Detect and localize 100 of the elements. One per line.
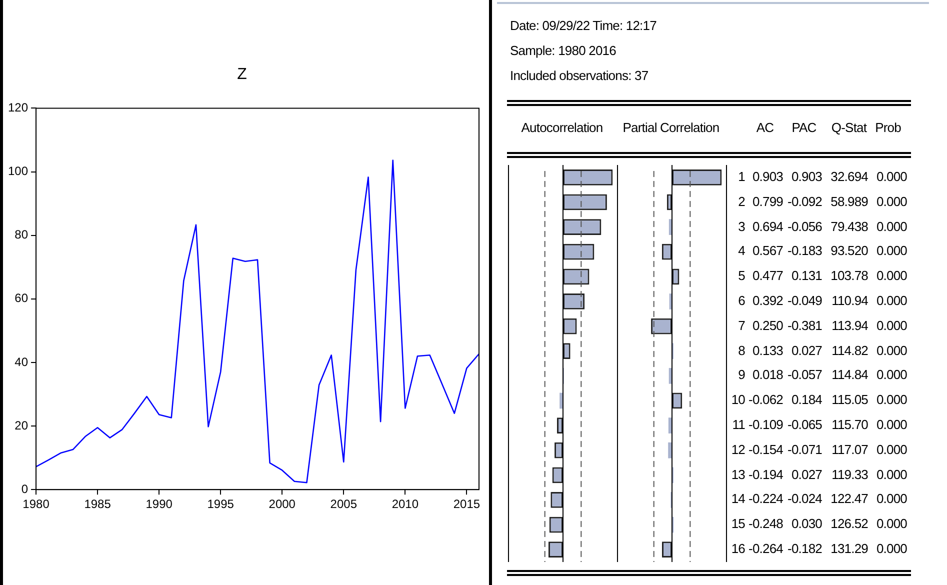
data-label: -0.057 xyxy=(788,367,822,382)
x-tick-label: 1985 xyxy=(84,497,112,512)
x-tick-label: 2010 xyxy=(392,497,419,512)
data-label: -0.194 xyxy=(748,466,783,482)
text: 131.29 xyxy=(830,541,868,556)
text: 0.000 xyxy=(876,342,907,358)
text: 0.000 xyxy=(876,169,907,184)
y-tick-label: 4 xyxy=(738,243,745,258)
data-label: 0.250 xyxy=(752,318,783,333)
data-label: -0.065 xyxy=(788,417,822,432)
data-label: -0.154 xyxy=(748,442,783,457)
text: Prob xyxy=(875,120,901,135)
y-tick-label: 15 xyxy=(731,516,745,532)
data-label: -0.109 xyxy=(748,417,783,432)
y-tick-label: 8 xyxy=(738,342,745,358)
x-tick-label: 1990 xyxy=(146,497,173,512)
text: 113.94 xyxy=(832,318,868,333)
data-label: -0.056 xyxy=(788,218,822,234)
y-tick-label: 12 xyxy=(731,442,745,457)
text: 115.70 xyxy=(832,417,868,432)
data-label: -0.224 xyxy=(748,491,783,506)
data-label: -0.183 xyxy=(788,243,822,258)
text: 114.84 xyxy=(832,367,868,382)
text: 122.47 xyxy=(830,491,868,506)
text: 0.000 xyxy=(876,392,907,408)
text: 0.000 xyxy=(876,541,907,556)
y-tick-label: 3 xyxy=(738,218,745,234)
data-label: 0.027 xyxy=(791,342,822,358)
text: Date: 09/29/22 Time: 12:17 xyxy=(510,18,656,33)
data-label: -0.248 xyxy=(748,516,783,532)
text: 58.989 xyxy=(830,194,868,209)
text: 0.000 xyxy=(876,268,907,284)
data-label: 0.694 xyxy=(752,218,783,234)
data-label: 0.903 xyxy=(791,169,822,184)
data-label: 0.030 xyxy=(791,516,822,532)
text: 79.438 xyxy=(830,218,868,234)
text: 0.000 xyxy=(876,417,907,432)
text: 115.05 xyxy=(832,392,868,408)
y-tick-label: 16 xyxy=(731,541,745,556)
chart-title: Partial Correlation xyxy=(622,120,720,135)
y-tick-label: 5 xyxy=(738,268,745,284)
data-label: 0.131 xyxy=(791,268,822,284)
data-label: -0.062 xyxy=(748,392,783,408)
data-label: -0.024 xyxy=(788,491,822,506)
text: 114.82 xyxy=(832,342,868,358)
text: 0.000 xyxy=(876,466,907,482)
text: Sample: 1980 2016 xyxy=(510,43,616,58)
text: 93.520 xyxy=(830,243,868,258)
x-tick-label: 2000 xyxy=(268,497,296,512)
data-label: -0.182 xyxy=(788,541,822,556)
text: Q-Stat xyxy=(831,120,867,135)
text: 0.000 xyxy=(876,218,907,234)
text: 119.33 xyxy=(832,466,868,482)
text: 0.000 xyxy=(876,243,907,258)
y-tick-label: 10 xyxy=(731,392,745,408)
x-tick-label: 1995 xyxy=(207,497,234,512)
y-tick-label: 6 xyxy=(738,293,745,308)
text: 0.000 xyxy=(876,491,907,506)
y-tick-label: 120 xyxy=(8,100,28,115)
y-tick-label: 7 xyxy=(738,318,745,333)
data-label: 0.133 xyxy=(752,342,783,358)
text: 0.000 xyxy=(876,516,907,532)
data-label: 0.567 xyxy=(752,243,783,258)
y-tick-label: 9 xyxy=(738,367,745,382)
text: PAC xyxy=(792,120,816,135)
text: Included observations: 37 xyxy=(510,68,648,83)
y-tick-label: 100 xyxy=(8,164,28,178)
data-label: -0.049 xyxy=(788,293,822,308)
y-tick-label: 80 xyxy=(14,228,28,242)
text: 103.78 xyxy=(830,268,868,284)
data-label: 0.018 xyxy=(752,367,783,382)
text: 117.07 xyxy=(832,442,868,457)
data-label: 0.184 xyxy=(791,392,822,408)
data-label: -0.381 xyxy=(788,318,822,333)
x-tick-label: 2005 xyxy=(330,497,358,512)
chart-title: Autocorrelation xyxy=(521,120,603,135)
text: 110.94 xyxy=(832,293,868,308)
data-label: 0.477 xyxy=(752,268,783,284)
x-tick-label: 2015 xyxy=(453,497,480,512)
data-label: -0.092 xyxy=(788,194,822,209)
text: 0.000 xyxy=(876,442,907,457)
text: 0.000 xyxy=(876,293,907,308)
y-tick-label: 14 xyxy=(731,491,745,506)
y-tick-label: 40 xyxy=(14,354,28,369)
data-label: 0.903 xyxy=(752,169,783,184)
data-label: 0.027 xyxy=(791,466,822,482)
text: 0.000 xyxy=(876,194,907,209)
data-label: -0.264 xyxy=(748,541,783,556)
text: AC xyxy=(756,120,774,135)
y-tick-label: 60 xyxy=(14,291,28,306)
y-tick-label: 13 xyxy=(731,466,745,482)
y-tick-label: 0 xyxy=(21,482,28,496)
y-tick-label: 2 xyxy=(738,194,745,209)
text: 126.52 xyxy=(830,516,868,532)
chart-title: Z xyxy=(237,66,248,84)
y-tick-label: 11 xyxy=(732,417,745,432)
y-tick-label: 1 xyxy=(738,169,745,184)
data-label: 0.392 xyxy=(752,293,783,308)
data-label: 0.799 xyxy=(752,194,783,209)
data-label: -0.071 xyxy=(788,442,822,457)
